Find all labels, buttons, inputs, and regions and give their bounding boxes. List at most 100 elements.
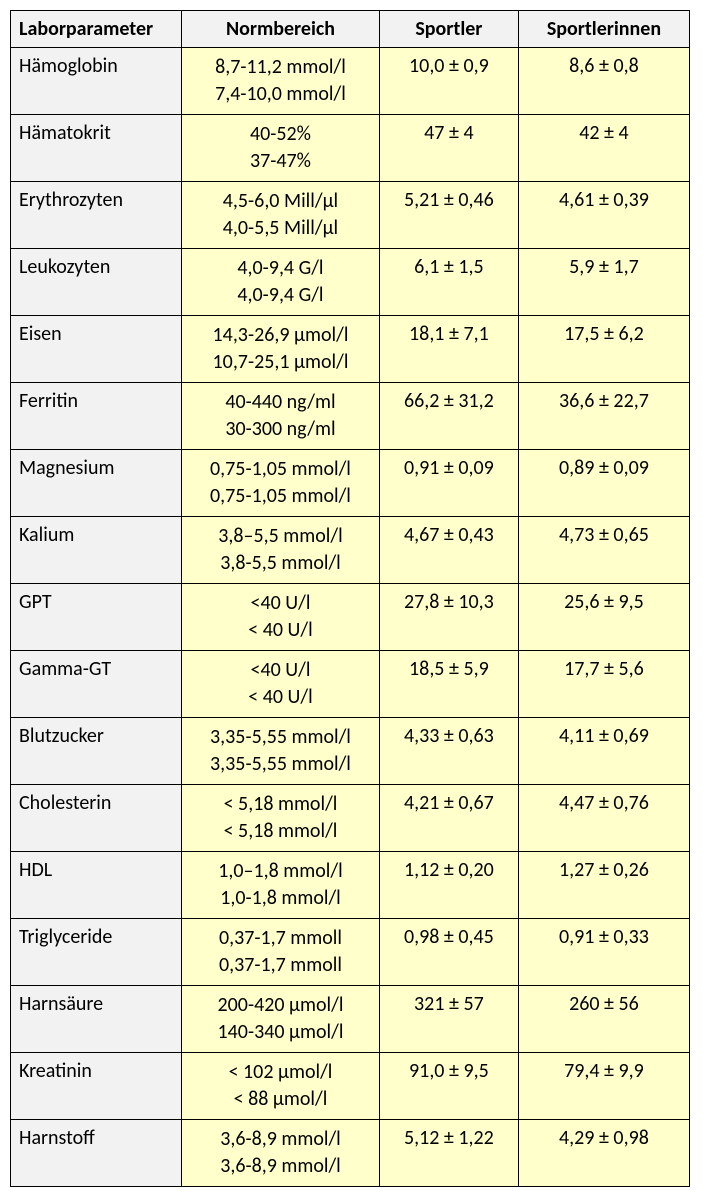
param-cell: Ferritin: [11, 383, 182, 450]
female-cell: 25,6 ± 9,5: [518, 584, 689, 651]
female-cell: 17,5 ± 6,2: [518, 316, 689, 383]
table-row: Erythrozyten4,5-6,0 Mill/µl4,0-5,5 Mill/…: [11, 182, 690, 249]
param-cell: Cholesterin: [11, 785, 182, 852]
norm-line-2: < 40 U/l: [186, 684, 375, 711]
norm-line-1: 14,3-26,9 µmol/l: [186, 322, 375, 349]
norm-cell: 40-52%37-47%: [182, 115, 380, 182]
norm-cell: 14,3-26,9 µmol/l10,7-25,1 µmol/l: [182, 316, 380, 383]
norm-line-2: 37-47%: [186, 148, 375, 175]
table-row: Kalium3,8–5,5 mmol/l3,8-5,5 mmol/l4,67 ±…: [11, 517, 690, 584]
norm-line-2: 1,0-1,8 mmol/l: [186, 885, 375, 912]
param-cell: Kreatinin: [11, 1053, 182, 1120]
male-cell: 0,98 ± 0,45: [379, 919, 518, 986]
norm-cell: <40 U/l< 40 U/l: [182, 651, 380, 718]
norm-cell: 40-440 ng/ml30-300 ng/ml: [182, 383, 380, 450]
norm-line-1: 40-52%: [186, 121, 375, 148]
norm-line-1: 3,8–5,5 mmol/l: [186, 523, 375, 550]
table-row: Gamma-GT<40 U/l< 40 U/l18,5 ± 5,917,7 ± …: [11, 651, 690, 718]
norm-line-1: 3,6-8,9 mmol/l: [186, 1126, 375, 1153]
table-row: Harnstoff3,6-8,9 mmol/l3,6-8,9 mmol/l5,1…: [11, 1120, 690, 1187]
param-cell: Leukozyten: [11, 249, 182, 316]
norm-cell: 3,6-8,9 mmol/l3,6-8,9 mmol/l: [182, 1120, 380, 1187]
female-cell: 5,9 ± 1,7: [518, 249, 689, 316]
table-row: Blutzucker3,35-5,55 mmol/l3,35-5,55 mmol…: [11, 718, 690, 785]
param-cell: Gamma-GT: [11, 651, 182, 718]
norm-line-2: < 5,18 mmol/l: [186, 818, 375, 845]
table-row: Kreatinin< 102 µmol/l< 88 µmol/l91,0 ± 9…: [11, 1053, 690, 1120]
male-cell: 91,0 ± 9,5: [379, 1053, 518, 1120]
norm-cell: < 5,18 mmol/l< 5,18 mmol/l: [182, 785, 380, 852]
table-row: Hämatokrit40-52%37-47%47 ± 442 ± 4: [11, 115, 690, 182]
female-cell: 260 ± 56: [518, 986, 689, 1053]
male-cell: 0,91 ± 0,09: [379, 450, 518, 517]
male-cell: 321 ± 57: [379, 986, 518, 1053]
table-row: Hämoglobin8,7-11,2 mmol/l7,4-10,0 mmol/l…: [11, 48, 690, 115]
norm-line-1: 0,75-1,05 mmol/l: [186, 456, 375, 483]
param-cell: Erythrozyten: [11, 182, 182, 249]
table-header-row: Laborparameter Normbereich Sportler Spor…: [11, 11, 690, 48]
norm-line-2: < 40 U/l: [186, 617, 375, 644]
female-cell: 4,73 ± 0,65: [518, 517, 689, 584]
param-cell: Hämatokrit: [11, 115, 182, 182]
male-cell: 4,33 ± 0,63: [379, 718, 518, 785]
norm-line-2: 3,6-8,9 mmol/l: [186, 1153, 375, 1180]
female-cell: 0,91 ± 0,33: [518, 919, 689, 986]
table-row: Ferritin40-440 ng/ml30-300 ng/ml66,2 ± 3…: [11, 383, 690, 450]
norm-line-2: 0,75-1,05 mmol/l: [186, 483, 375, 510]
norm-line-1: 3,35-5,55 mmol/l: [186, 724, 375, 751]
female-cell: 0,89 ± 0,09: [518, 450, 689, 517]
norm-cell: 0,37-1,7 mmoll0,37-1,7 mmoll: [182, 919, 380, 986]
table-row: Triglyceride0,37-1,7 mmoll0,37-1,7 mmoll…: [11, 919, 690, 986]
norm-line-1: 4,0-9,4 G/l: [186, 255, 375, 282]
norm-line-2: < 88 µmol/l: [186, 1086, 375, 1113]
table-row: Harnsäure200-420 µmol/l140-340 µmol/l321…: [11, 986, 690, 1053]
norm-line-1: 0,37-1,7 mmoll: [186, 925, 375, 952]
male-cell: 10,0 ± 0,9: [379, 48, 518, 115]
female-cell: 42 ± 4: [518, 115, 689, 182]
male-cell: 47 ± 4: [379, 115, 518, 182]
male-cell: 4,21 ± 0,67: [379, 785, 518, 852]
header-norm: Normbereich: [182, 11, 380, 48]
norm-cell: 3,35-5,55 mmol/l3,35-5,55 mmol/l: [182, 718, 380, 785]
norm-line-1: <40 U/l: [186, 590, 375, 617]
female-cell: 4,29 ± 0,98: [518, 1120, 689, 1187]
norm-line-2: 0,37-1,7 mmoll: [186, 952, 375, 979]
norm-line-2: 140-340 µmol/l: [186, 1019, 375, 1046]
param-cell: Hämoglobin: [11, 48, 182, 115]
norm-cell: 3,8–5,5 mmol/l3,8-5,5 mmol/l: [182, 517, 380, 584]
param-cell: Blutzucker: [11, 718, 182, 785]
table-row: HDL1,0–1,8 mmol/l1,0-1,8 mmol/l1,12 ± 0,…: [11, 852, 690, 919]
param-cell: HDL: [11, 852, 182, 919]
norm-line-1: <40 U/l: [186, 657, 375, 684]
param-cell: Harnsäure: [11, 986, 182, 1053]
norm-line-1: 4,5-6,0 Mill/µl: [186, 188, 375, 215]
norm-cell: 8,7-11,2 mmol/l7,4-10,0 mmol/l: [182, 48, 380, 115]
female-cell: 4,11 ± 0,69: [518, 718, 689, 785]
female-cell: 1,27 ± 0,26: [518, 852, 689, 919]
female-cell: 8,6 ± 0,8: [518, 48, 689, 115]
norm-cell: 4,5-6,0 Mill/µl4,0-5,5 Mill/µl: [182, 182, 380, 249]
norm-line-1: 200-420 µmol/l: [186, 992, 375, 1019]
param-cell: Harnstoff: [11, 1120, 182, 1187]
norm-cell: 200-420 µmol/l140-340 µmol/l: [182, 986, 380, 1053]
norm-line-2: 10,7-25,1 µmol/l: [186, 349, 375, 376]
norm-line-2: 30-300 ng/ml: [186, 416, 375, 443]
norm-line-2: 3,8-5,5 mmol/l: [186, 550, 375, 577]
norm-line-2: 4,0-5,5 Mill/µl: [186, 215, 375, 242]
male-cell: 18,1 ± 7,1: [379, 316, 518, 383]
header-female: Sportlerinnen: [518, 11, 689, 48]
female-cell: 4,47 ± 0,76: [518, 785, 689, 852]
female-cell: 17,7 ± 5,6: [518, 651, 689, 718]
male-cell: 18,5 ± 5,9: [379, 651, 518, 718]
norm-cell: 4,0-9,4 G/l4,0-9,4 G/l: [182, 249, 380, 316]
header-param: Laborparameter: [11, 11, 182, 48]
norm-line-1: 8,7-11,2 mmol/l: [186, 54, 375, 81]
lab-parameters-table: Laborparameter Normbereich Sportler Spor…: [10, 10, 690, 1187]
table-row: Eisen14,3-26,9 µmol/l10,7-25,1 µmol/l18,…: [11, 316, 690, 383]
norm-cell: < 102 µmol/l< 88 µmol/l: [182, 1053, 380, 1120]
norm-line-2: 7,4-10,0 mmol/l: [186, 81, 375, 108]
norm-cell: 0,75-1,05 mmol/l0,75-1,05 mmol/l: [182, 450, 380, 517]
norm-line-2: 3,35-5,55 mmol/l: [186, 751, 375, 778]
norm-cell: <40 U/l< 40 U/l: [182, 584, 380, 651]
female-cell: 79,4 ± 9,9: [518, 1053, 689, 1120]
